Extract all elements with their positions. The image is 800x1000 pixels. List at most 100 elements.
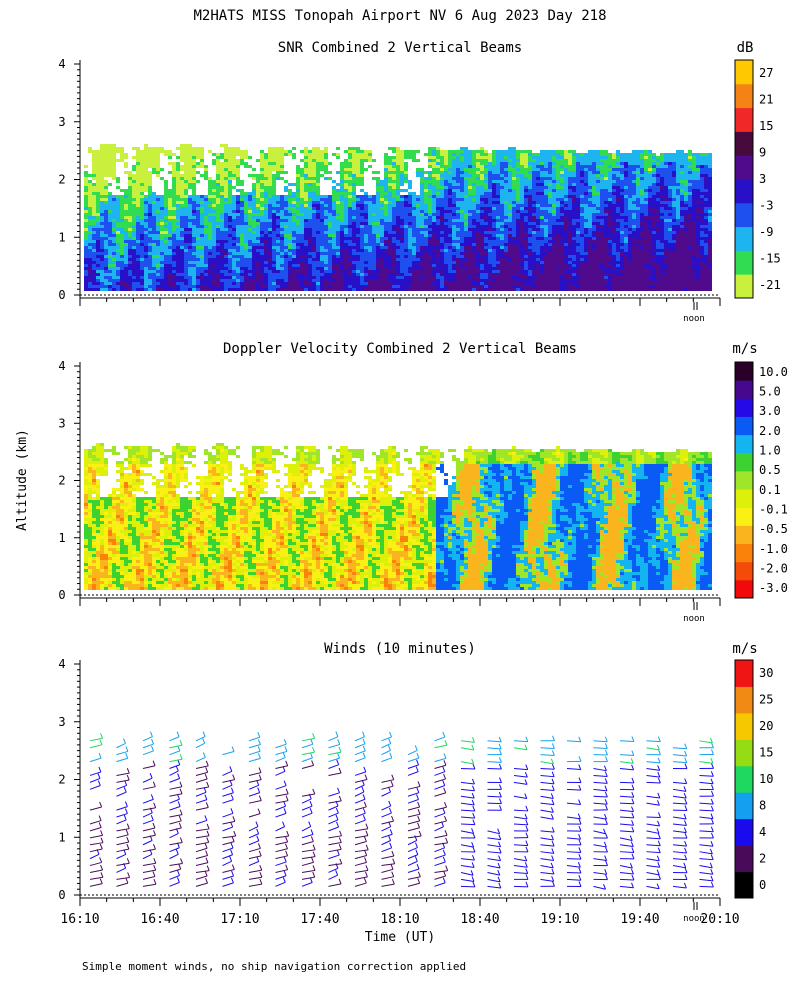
snr-cell [220, 282, 224, 285]
snr-cell [128, 186, 132, 189]
snr-cell [312, 219, 316, 222]
snr-cell [372, 216, 376, 219]
snr-cell [244, 165, 248, 168]
snr-cell [360, 228, 364, 231]
snr-cell [368, 195, 372, 198]
snr-cell [104, 237, 108, 240]
snr-cell [400, 189, 404, 192]
snr-cell [192, 171, 196, 174]
snr-cell [396, 267, 400, 270]
snr-cell [400, 261, 404, 264]
snr-cell [368, 207, 372, 210]
snr-cell [252, 264, 256, 267]
snr-cell [484, 264, 488, 267]
snr-cell [224, 192, 228, 195]
snr-cell [96, 267, 100, 270]
snr-cell [488, 165, 492, 168]
snr-cell [152, 288, 156, 291]
snr-cell [352, 273, 356, 276]
snr-cell [260, 225, 264, 228]
snr-cell [420, 246, 424, 249]
snr-cell [324, 165, 328, 168]
snr-cell [148, 189, 152, 192]
snr-cell [424, 189, 428, 192]
snr-cell [404, 243, 408, 246]
snr-cell [472, 174, 476, 177]
snr-cell [184, 159, 188, 162]
snr-cell [172, 276, 176, 279]
snr-cell [412, 261, 416, 264]
snr-cell [476, 210, 480, 213]
snr-cell [424, 219, 428, 222]
snr-cell [480, 201, 484, 204]
snr-cell [440, 174, 444, 177]
snr-cell [176, 162, 180, 165]
snr-cell [368, 213, 372, 216]
snr-cell [276, 234, 280, 237]
snr-cell [476, 225, 480, 228]
snr-cell [308, 261, 312, 264]
snr-cell [368, 243, 372, 246]
snr-cell [328, 252, 332, 255]
snr-cell [348, 243, 352, 246]
snr-cell [280, 213, 284, 216]
snr-cell [284, 195, 288, 198]
snr-cell [404, 174, 408, 177]
snr-cell [392, 201, 396, 204]
snr-cell [220, 252, 224, 255]
snr-cell [456, 195, 460, 198]
snr-cell [232, 165, 236, 168]
snr-cell [136, 177, 140, 180]
snr-cell [256, 210, 260, 213]
snr-cell [124, 156, 128, 159]
snr-cell [112, 228, 116, 231]
snr-cell [204, 234, 208, 237]
snr-cell [452, 267, 456, 270]
snr-cell [476, 252, 480, 255]
snr-cell [412, 285, 416, 288]
snr-cell [272, 210, 276, 213]
snr-cell [436, 195, 440, 198]
snr-cell [376, 198, 380, 201]
snr-cell [96, 189, 100, 192]
snr-cell [140, 282, 144, 285]
snr-cell [380, 261, 384, 264]
snr-cell [208, 273, 212, 276]
snr-cell [444, 159, 448, 162]
snr-cell [252, 186, 256, 189]
snr-cell [268, 147, 272, 150]
snr-cell [384, 219, 388, 222]
snr-cell [272, 240, 276, 243]
snr-cell [192, 147, 196, 150]
snr-cell [456, 285, 460, 288]
snr-cell [368, 198, 372, 201]
snr-cell [380, 186, 384, 189]
snr-cell [464, 168, 468, 171]
snr-cell [96, 219, 100, 222]
snr-cell [292, 204, 296, 207]
snr-cell [112, 162, 116, 165]
snr-cell [216, 267, 220, 270]
snr-cell [104, 192, 108, 195]
snr-cell [480, 171, 484, 174]
snr-cell [168, 282, 172, 285]
snr-cell [460, 183, 464, 186]
snr-cell [392, 204, 396, 207]
snr-cell [384, 198, 388, 201]
snr-cell [460, 198, 464, 201]
snr-cell [104, 234, 108, 237]
snr-cell [168, 201, 172, 204]
snr-cell [440, 204, 444, 207]
snr-cell [176, 237, 180, 240]
snr-cell [188, 222, 192, 225]
snr-cell [100, 240, 104, 243]
snr-cell [260, 255, 264, 258]
snr-cell [176, 210, 180, 213]
snr-cell [88, 249, 92, 252]
snr-cell [204, 237, 208, 240]
snr-cell [476, 195, 480, 198]
snr-cell [168, 258, 172, 261]
snr-cell [116, 234, 120, 237]
snr-cell [268, 213, 272, 216]
snr-cell [192, 252, 196, 255]
